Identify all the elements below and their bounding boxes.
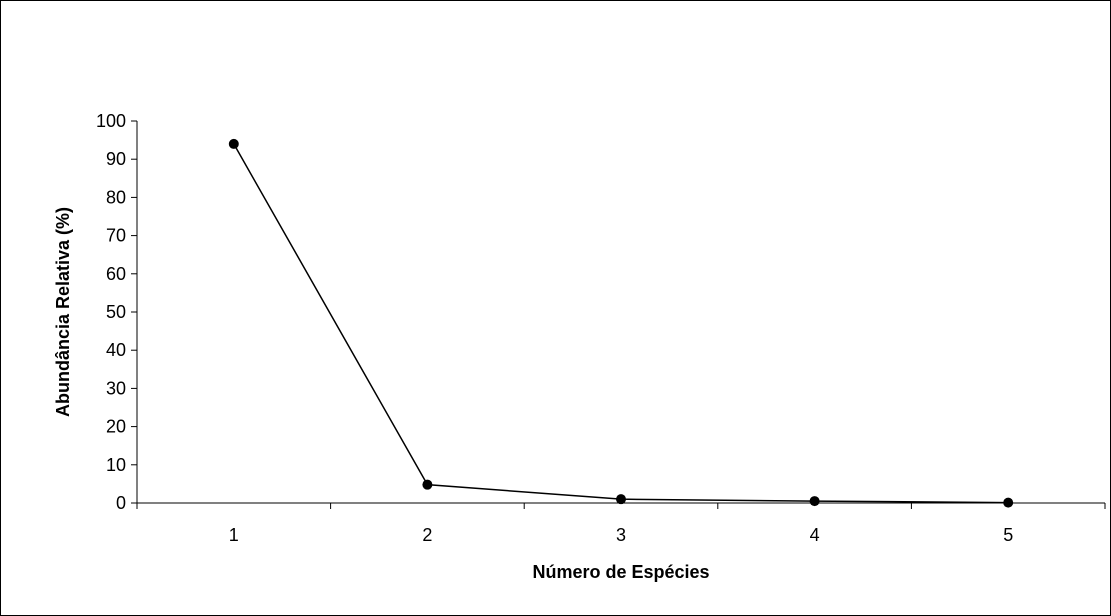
- y-tick-label: 40: [106, 340, 126, 360]
- x-ticks: 1 2 3 4 5: [136, 503, 1106, 545]
- y-tick-label: 10: [106, 455, 126, 475]
- data-point-marker: [809, 496, 820, 507]
- x-tick-label: 3: [616, 525, 626, 545]
- data-point-marker: [422, 479, 433, 490]
- series-line: [233, 143, 1009, 504]
- y-tick-label: 100: [96, 111, 126, 131]
- y-tick-label: 50: [106, 302, 126, 322]
- x-tick-label: 1: [229, 525, 239, 545]
- series-group: [228, 138, 1014, 508]
- y-axis-title: Abundância Relativa (%): [53, 207, 73, 417]
- x-axis-title: Número de Espécies: [532, 562, 709, 582]
- data-point-marker: [1003, 497, 1014, 508]
- y-tick-label: 20: [106, 417, 126, 437]
- y-ticks: 0 10 20 30 40 50 60 70 80 90 100: [96, 111, 137, 513]
- x-tick-label: 4: [810, 525, 820, 545]
- data-point-marker: [228, 138, 239, 149]
- y-tick-label: 30: [106, 378, 126, 398]
- y-tick-label: 70: [106, 226, 126, 246]
- axes: [136, 121, 1105, 504]
- data-point-marker: [616, 494, 626, 505]
- x-tick-label: 5: [1003, 525, 1013, 545]
- y-tick-label: 60: [106, 264, 126, 284]
- x-tick-label: 2: [422, 525, 432, 545]
- y-tick-label: 90: [106, 149, 126, 169]
- y-tick-label: 0: [116, 493, 126, 513]
- y-tick-label: 80: [106, 187, 126, 207]
